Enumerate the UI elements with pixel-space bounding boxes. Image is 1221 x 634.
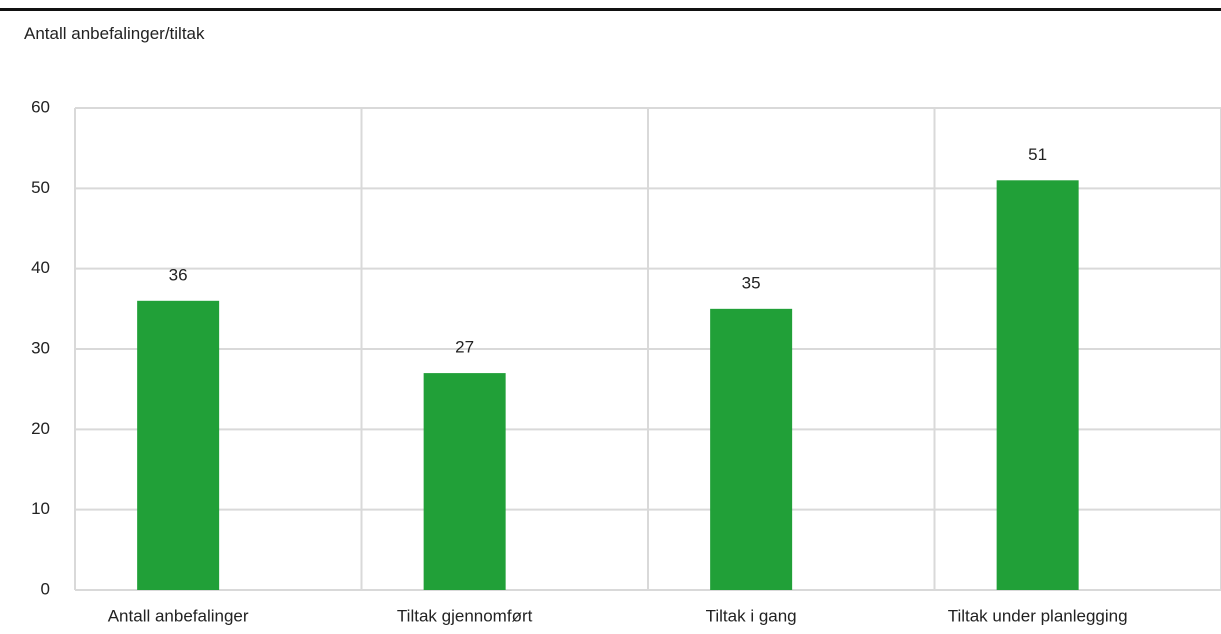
value-label: 51 [1028,145,1047,164]
y-tick-label: 60 [31,97,50,116]
y-tick-label: 40 [31,258,50,277]
y-tick-label: 30 [31,338,50,357]
bar [996,180,1079,591]
x-tick-label: Tiltak gjennomført [397,606,533,625]
value-label: 35 [742,273,761,292]
bar [710,308,793,590]
bar [423,373,506,590]
y-tick-label: 20 [31,419,50,438]
value-label: 36 [169,265,188,284]
y-tick-label: 10 [31,499,50,518]
top-rule [0,8,1221,11]
y-axis-label: Antall anbefalinger/tiltak [24,24,205,43]
x-tick-label: Antall anbefalinger [108,606,249,625]
value-label: 27 [455,338,474,357]
y-tick-label: 50 [31,178,50,197]
y-tick-label: 0 [41,579,50,598]
x-tick-label: Tiltak i gang [706,606,797,625]
x-tick-label: Tiltak under planlegging [948,606,1128,625]
bar [137,300,220,590]
